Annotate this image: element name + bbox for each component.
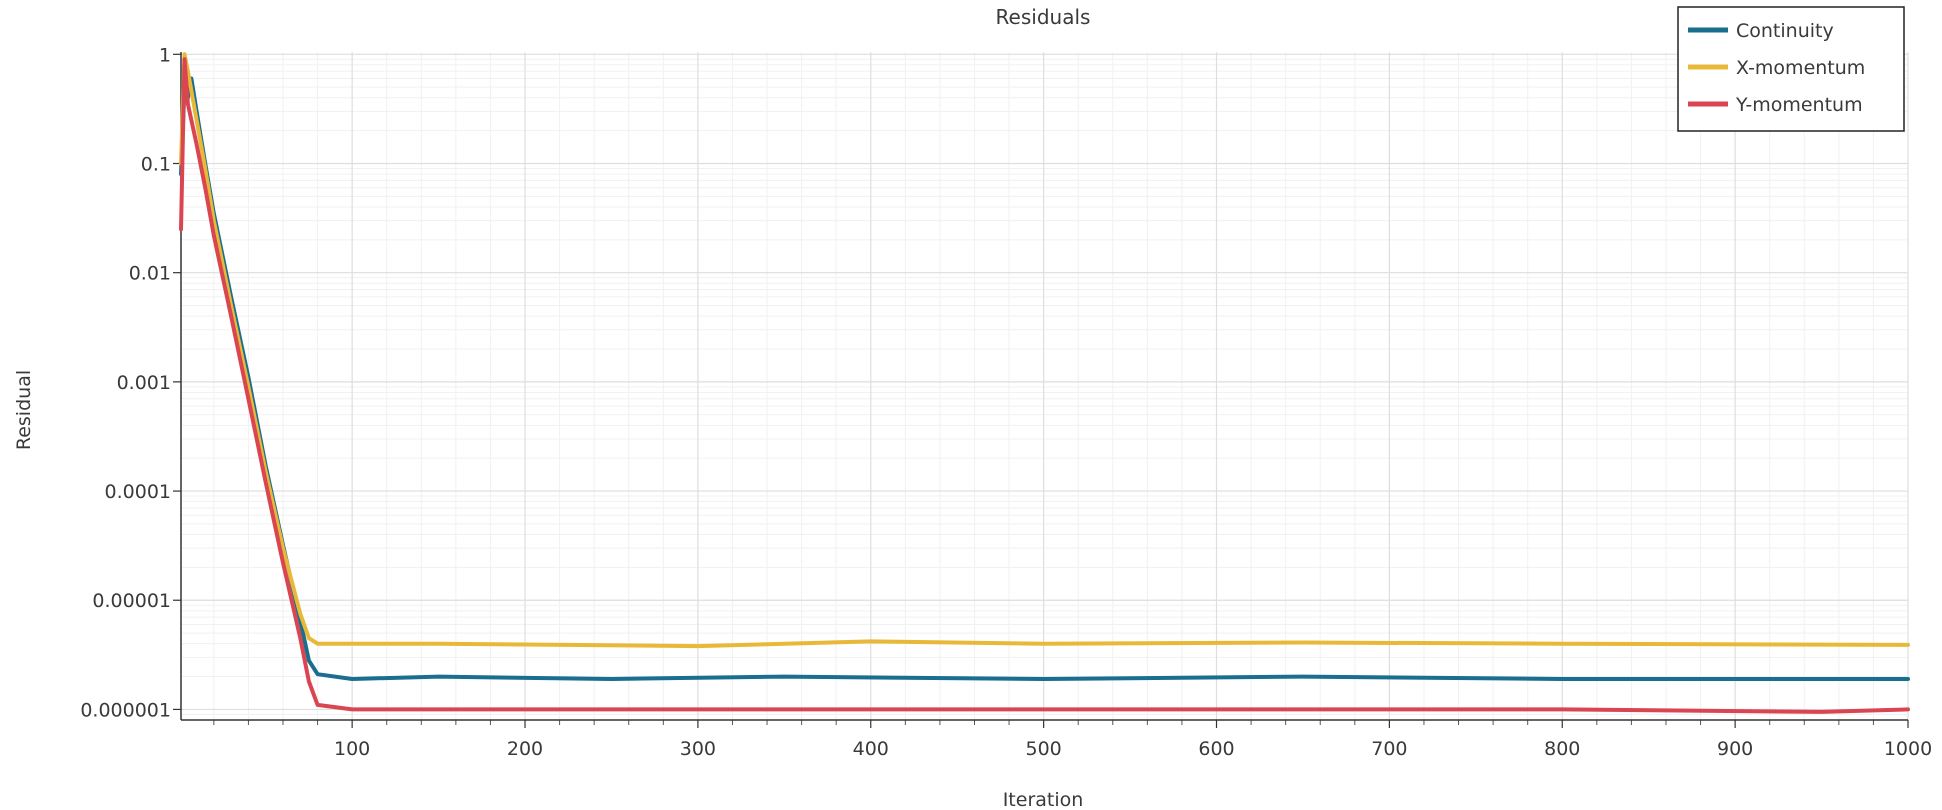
- y-axis-label: Residual: [13, 370, 35, 450]
- y-tick-label: 1: [159, 44, 171, 66]
- y-tick-label: 0.000001: [80, 699, 171, 721]
- chart-title: Residuals: [996, 5, 1091, 29]
- x-tick-label: 800: [1544, 738, 1580, 760]
- legend-label: Continuity: [1736, 20, 1834, 42]
- legend-label: X-momentum: [1736, 57, 1865, 79]
- x-tick-label: 400: [853, 738, 889, 760]
- y-tick-label: 0.1: [141, 153, 171, 175]
- series-line-y-momentum: [179, 57, 1910, 714]
- x-tick-label: 200: [507, 738, 543, 760]
- x-tick-label: 600: [1198, 738, 1234, 760]
- y-tick-label: 0.01: [129, 263, 171, 285]
- x-tick-label: 100: [334, 738, 370, 760]
- series-layer: [179, 52, 1910, 714]
- series-line-x-momentum: [179, 52, 1910, 649]
- x-tick-label: 900: [1717, 738, 1753, 760]
- legend-label: Y-momentum: [1735, 94, 1863, 116]
- tick-labels: 100 200 300 400 500 600 700 800 900 1000 0.000001 0…: [80, 44, 1932, 760]
- y-tick-label: 0.00001: [92, 590, 171, 612]
- y-tick-label: 0.001: [117, 372, 171, 394]
- legend: Continuity X-momentum Y-momentum: [1677, 6, 1905, 132]
- x-tick-label: 1000: [1884, 738, 1932, 760]
- y-tick-label: 0.0001: [105, 481, 171, 503]
- x-tick-label: 500: [1026, 738, 1062, 760]
- x-tick-label: 300: [680, 738, 716, 760]
- x-tick-label: 700: [1371, 738, 1407, 760]
- x-axis-label: Iteration: [1003, 789, 1084, 810]
